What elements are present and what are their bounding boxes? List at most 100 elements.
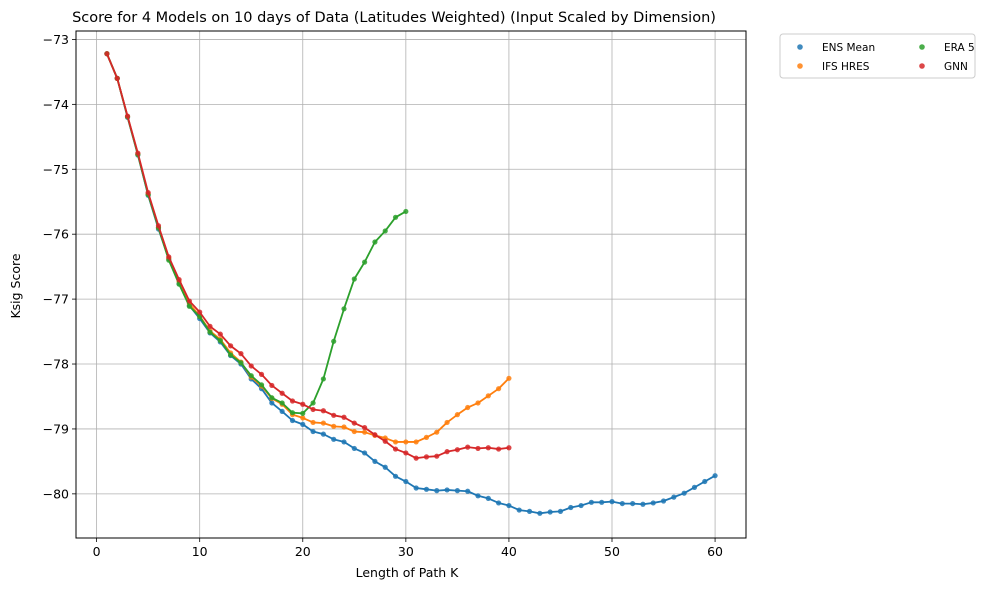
data-point-ifs-hres [320,420,326,426]
data-point-gnn [155,223,162,229]
x-tick-label: 40 [501,544,517,559]
data-point-ens-mean [269,400,275,406]
data-point-ens-mean [413,485,419,491]
series-line-era-5 [106,53,407,415]
y-tick-label: −75 [43,162,69,177]
data-point-gnn [454,447,460,453]
data-point-ifs-hres [362,429,368,435]
data-point-era-5 [331,338,337,344]
data-point-era-5 [310,400,316,406]
data-point-ens-mean [578,502,584,509]
data-point-ens-mean [537,510,543,516]
legend-marker-era-5 [919,44,925,50]
series-era-5 [104,51,409,416]
data-point-ens-mean [310,428,316,435]
data-point-ens-mean [454,488,460,494]
data-point-ens-mean [392,473,399,479]
data-point-ens-mean [403,478,409,485]
y-tick-label: −74 [43,97,69,112]
data-point-ifs-hres [392,439,399,445]
legend-marker-gnn [919,63,925,69]
data-point-era-5 [279,400,285,406]
data-point-ens-mean [496,500,502,506]
series-line-gnn [106,53,510,460]
data-point-era-5 [238,360,244,366]
data-point-ens-mean [382,464,388,470]
data-point-ifs-hres [310,419,316,426]
data-point-gnn [289,398,296,404]
data-point-ifs-hres [444,419,450,426]
data-point-ens-mean [516,507,522,513]
data-point-ens-mean [568,504,574,511]
data-point-gnn [228,343,234,349]
data-point-ens-mean [289,417,296,424]
data-point-ifs-hres [403,439,409,445]
data-point-ens-mean [547,509,553,515]
data-point-gnn [238,351,244,357]
data-point-gnn [207,323,213,329]
data-point-ens-mean [362,450,368,456]
chart-title: Score for 4 Models on 10 days of Data (L… [72,10,716,26]
x-tick-label: 30 [398,544,414,559]
data-point-gnn [351,420,357,426]
data-point-ens-mean [681,490,687,496]
series-ens-mean [104,51,718,516]
data-point-gnn [320,408,326,414]
data-point-era-5 [362,259,368,265]
data-point-era-5 [186,303,192,309]
data-point-era-5 [228,352,234,358]
data-point-ifs-hres [300,415,306,421]
data-point-gnn [104,51,110,57]
data-point-ifs-hres [351,428,357,435]
data-point-ifs-hres [341,424,347,430]
x-tick-label: 0 [93,544,101,559]
data-point-gnn [496,446,502,452]
data-point-gnn [392,446,399,452]
data-point-ens-mean [599,499,605,505]
data-point-ens-mean [434,488,440,494]
data-point-gnn [434,453,440,459]
data-point-gnn [176,277,182,283]
data-point-ens-mean [619,500,625,507]
data-point-era-5 [269,395,275,401]
data-point-era-5 [372,239,378,245]
data-point-ens-mean [640,501,646,507]
data-point-ens-mean [300,421,306,427]
data-point-ens-mean [557,508,564,514]
data-point-ens-mean [506,502,512,509]
legend-label-era-5: ERA 5 [944,42,975,54]
y-axis-label: Ksig Score [8,253,23,318]
legend-marker-ens-mean [797,44,803,50]
legend-label-ifs-hres: IFS HRES [822,61,870,73]
data-point-gnn [382,438,388,444]
data-point-ifs-hres [485,393,491,399]
x-tick-label: 20 [295,544,311,559]
data-point-ens-mean [609,499,615,505]
x-axis-label: Length of Path K [356,565,460,580]
legend-label-ens-mean: ENS Mean [822,42,875,54]
data-point-gnn [423,454,430,460]
data-point-era-5 [403,208,409,215]
axis-ticks: 0 10 20 30 40 50 60 −80 −79 −78 −77 −76 −75 −74 −73 [43,32,723,559]
data-point-ens-mean [660,498,667,504]
y-tick-label: −76 [43,227,69,242]
data-point-era-5 [248,373,254,379]
data-point-ens-mean [320,431,326,437]
data-point-era-5 [300,410,306,416]
data-point-gnn [135,150,141,156]
data-point-ens-mean [444,487,450,493]
data-point-ifs-hres [454,412,460,418]
data-point-ens-mean [671,494,677,500]
x-tick-label: 60 [707,544,723,559]
data-point-gnn [279,390,285,396]
data-point-gnn [372,432,378,438]
data-point-gnn [217,331,223,337]
legend: ENS Mean IFS HRES ERA 5 GNN [779,33,976,79]
series-line-ens-mean [106,53,716,515]
x-tick-label: 10 [192,544,208,559]
series-gnn [104,51,512,461]
data-point-gnn [197,309,203,315]
data-point-gnn [310,406,316,413]
data-point-ens-mean [351,445,357,452]
